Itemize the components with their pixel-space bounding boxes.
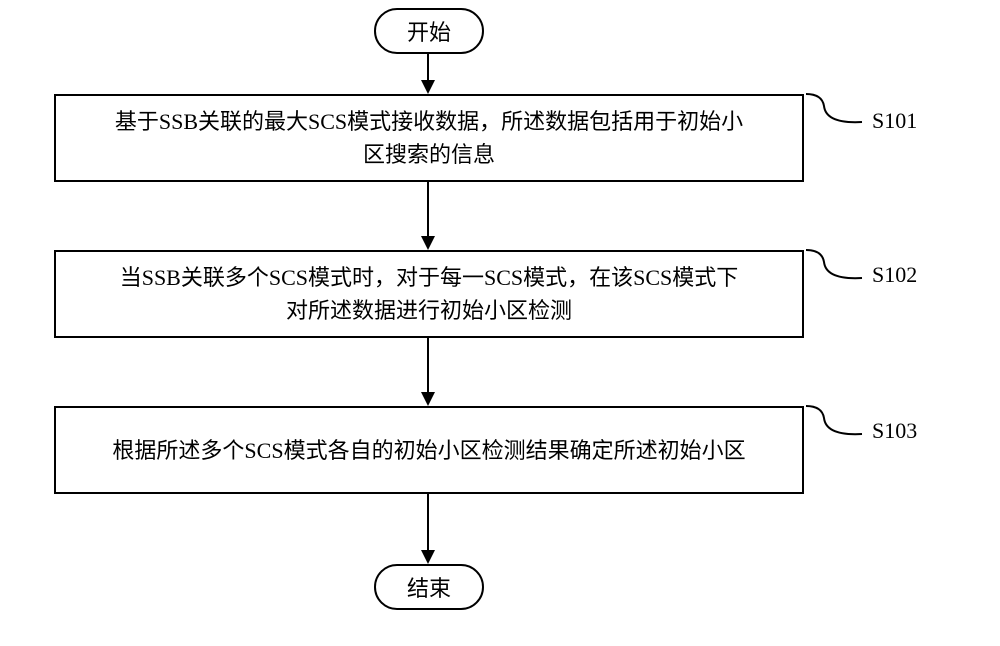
edge-0 [427,54,429,82]
s103-brace [804,404,866,440]
edge-3 [427,494,429,552]
process-s102: 当SSB关联多个SCS模式时，对于每一SCS模式，在该SCS模式下 对所述数据进… [54,250,804,338]
flowchart-container: 开始 基于SSB关联的最大SCS模式接收数据，所述数据包括用于初始小 区搜索的信… [0,0,1000,646]
s102-brace [804,248,866,284]
start-node: 开始 [374,8,484,54]
process-s103: 根据所述多个SCS模式各自的初始小区检测结果确定所述初始小区 [54,406,804,494]
s101-brace [804,92,866,128]
edge-3-head [421,550,435,564]
s103-line1: 根据所述多个SCS模式各自的初始小区检测结果确定所述初始小区 [112,434,745,467]
s101-line2: 区搜索的信息 [115,138,743,171]
process-s101: 基于SSB关联的最大SCS模式接收数据，所述数据包括用于初始小 区搜索的信息 [54,94,804,182]
s101-line1: 基于SSB关联的最大SCS模式接收数据，所述数据包括用于初始小 [115,105,743,138]
end-text: 结束 [407,571,451,603]
edge-2 [427,338,429,394]
s101-label: S101 [872,108,917,134]
edge-0-head [421,80,435,94]
edge-2-head [421,392,435,406]
edge-1 [427,182,429,238]
s102-line1: 当SSB关联多个SCS模式时，对于每一SCS模式，在该SCS模式下 [120,261,739,294]
edge-1-head [421,236,435,250]
s102-line2: 对所述数据进行初始小区检测 [120,294,739,327]
end-node: 结束 [374,564,484,610]
s103-label: S103 [872,418,917,444]
s102-label: S102 [872,262,917,288]
start-text: 开始 [407,15,451,47]
